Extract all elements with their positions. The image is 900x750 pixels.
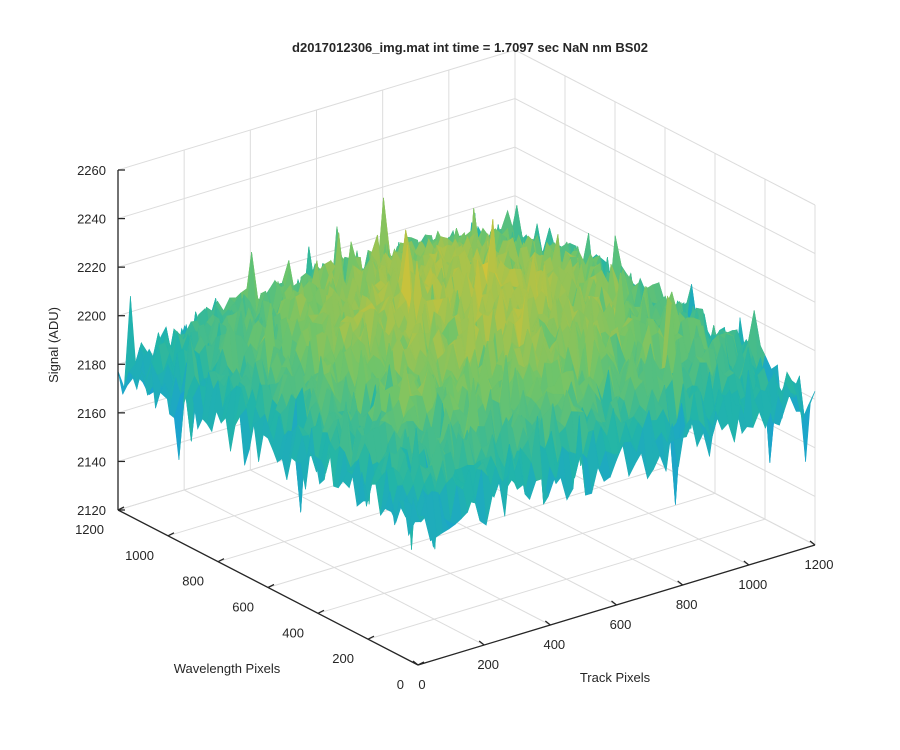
x-tick — [412, 660, 419, 666]
z-tick-label: 2160 — [77, 406, 106, 421]
x-tick-label: 400 — [543, 637, 565, 652]
x-tick-label: 600 — [610, 617, 632, 632]
y-tick — [167, 532, 175, 537]
y-tick — [317, 609, 325, 614]
z-axis-label: Signal (ADU) — [46, 307, 61, 383]
chart-title: d2017012306_img.mat int time = 1.7097 se… — [292, 40, 648, 55]
z-tick-label: 2200 — [77, 309, 106, 324]
floor-grid-y — [317, 492, 716, 614]
wall-grid-z2 — [514, 98, 816, 255]
x-tick — [478, 640, 485, 646]
z-tick-label: 2140 — [77, 454, 106, 469]
floor-grid-y — [367, 518, 766, 640]
y-tick — [367, 635, 375, 640]
z-tick-label: 2120 — [77, 503, 106, 518]
x-tick — [743, 560, 750, 566]
x-tick-label: 1000 — [738, 577, 767, 592]
floor-grid-y — [267, 467, 666, 588]
wall-grid-z2 — [514, 146, 816, 303]
y-tick-label: 1000 — [125, 548, 154, 563]
z-tick-label: 2180 — [77, 357, 106, 372]
z-tick-label: 2260 — [77, 163, 106, 178]
x-tick-label: 1200 — [805, 557, 834, 572]
wall-grid-z2 — [514, 49, 816, 206]
x-tick — [809, 540, 816, 546]
y-tick — [267, 583, 275, 589]
y-tick-label: 600 — [232, 600, 254, 615]
x-tick-label: 0 — [418, 677, 425, 692]
x-tick-label: 200 — [477, 657, 499, 672]
axes — [117, 169, 816, 666]
x-tick — [611, 600, 617, 606]
x-tick — [677, 580, 684, 586]
wall-grid-z — [117, 98, 516, 220]
y-tick-label: 800 — [182, 574, 204, 589]
wall-grid-z — [117, 195, 516, 317]
y-tick — [417, 661, 425, 666]
x-tick-label: 800 — [676, 597, 698, 612]
x-axis-label: Track Pixels — [580, 670, 651, 685]
z-tick-label: 2220 — [77, 260, 106, 275]
surface-mesh — [117, 197, 816, 550]
wall-grid-z — [117, 49, 516, 171]
y-tick — [217, 558, 225, 563]
wall-grid-z2 — [514, 195, 816, 352]
tick-labels: 0 200 400 600 800 1000 1200 0 200 400 600 800 1000 12… — [75, 163, 833, 692]
y-tick-label: 0 — [397, 677, 404, 692]
y-axis-label: Wavelength Pixels — [174, 661, 281, 676]
wall-grid-z — [117, 146, 516, 268]
x-tick — [544, 620, 551, 626]
y-tick-label: 200 — [332, 651, 354, 666]
y-tick-label: 1200 — [75, 522, 104, 537]
surface-patch — [413, 497, 426, 521]
z-tick-label: 2240 — [77, 212, 106, 227]
y-tick-label: 400 — [282, 625, 304, 640]
